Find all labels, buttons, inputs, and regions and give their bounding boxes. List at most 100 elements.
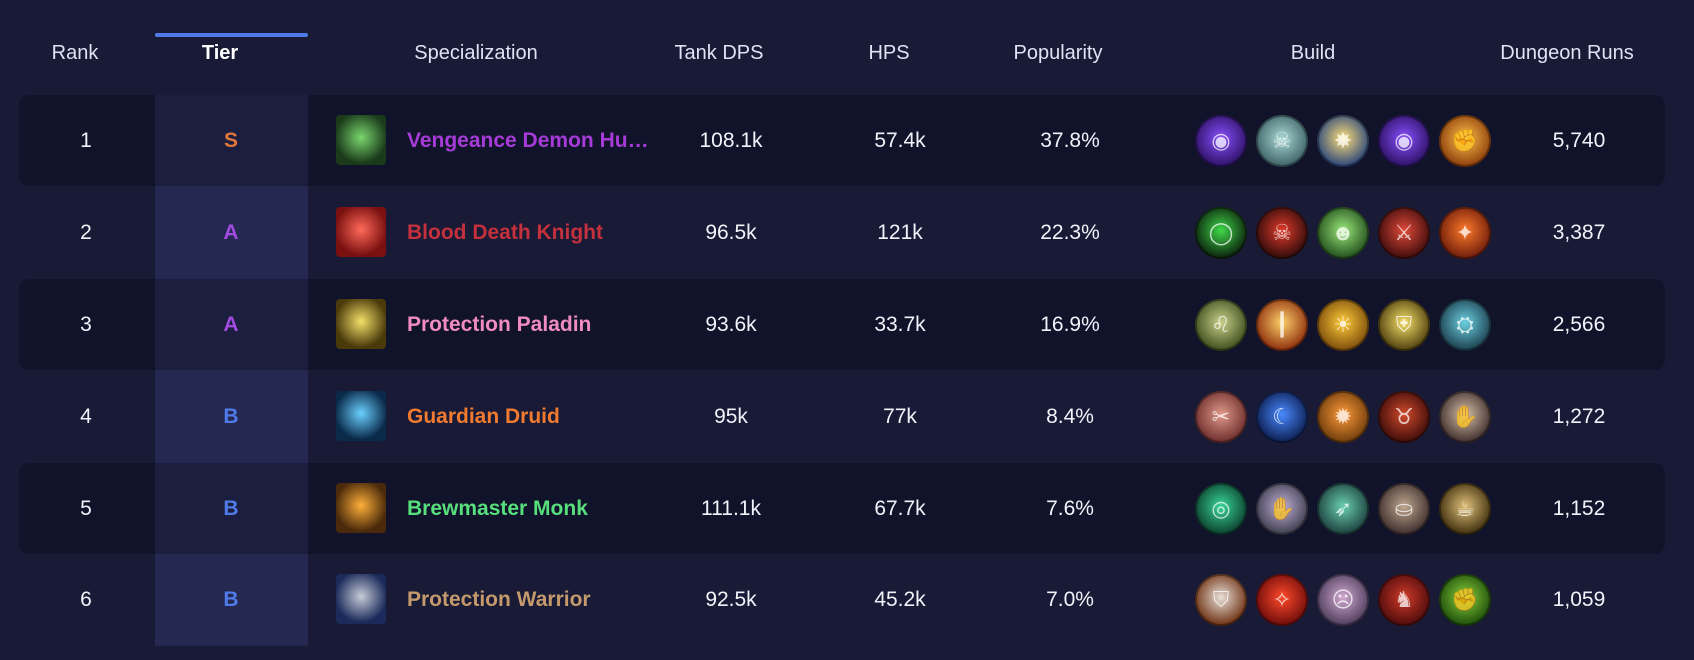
- header-dungeon-runs[interactable]: Dungeon Runs: [1500, 42, 1634, 64]
- skull-glyph-icon: ☠: [1272, 128, 1292, 153]
- bear-glyph-icon: ♉: [1394, 404, 1414, 429]
- vengeance-demon-hunter-icon[interactable]: [336, 115, 386, 165]
- hps-cell: 67.7k: [874, 496, 926, 520]
- spec-name-link[interactable]: Guardian Druid: [407, 404, 560, 428]
- tier-cell: A: [223, 312, 239, 336]
- active-sort-indicator: [155, 33, 308, 37]
- shield-icon[interactable]: ⛉: [1195, 574, 1247, 626]
- fire-fist-icon[interactable]: ✊: [1439, 115, 1491, 167]
- header-specialization[interactable]: Specialization: [414, 42, 538, 64]
- spec-name-link[interactable]: Blood Death Knight: [407, 220, 603, 244]
- jade-kick-icon[interactable]: ➶: [1317, 483, 1369, 535]
- radiance-icon[interactable]: ☀: [1317, 299, 1369, 351]
- tier-cell: A: [223, 220, 239, 244]
- vortex-glyph-icon: ◎: [1211, 496, 1231, 521]
- dungeon-runs-cell: 1,059: [1552, 587, 1606, 611]
- header-popularity[interactable]: Popularity: [1013, 42, 1103, 64]
- keg-icon[interactable]: ⛀: [1378, 483, 1430, 535]
- jade-kick-glyph-icon: ➶: [1333, 496, 1353, 521]
- header-hps[interactable]: HPS: [868, 42, 910, 64]
- popularity-cell: 8.4%: [1046, 404, 1094, 428]
- row-tier-background: [155, 463, 308, 554]
- header-build: Build: [1290, 42, 1336, 64]
- light-burst-icon[interactable]: ✸: [1317, 115, 1369, 167]
- hps-cell: 121k: [877, 220, 923, 244]
- brew-icon[interactable]: ☕: [1439, 483, 1491, 535]
- moonfire-icon[interactable]: ☾: [1256, 391, 1308, 443]
- blood-death-knight-icon[interactable]: [336, 207, 386, 257]
- skull-icon[interactable]: ☠: [1256, 115, 1308, 167]
- popularity-cell: 7.6%: [1046, 496, 1094, 520]
- avatar-glyph-icon: ♞: [1394, 587, 1414, 612]
- claw-icon[interactable]: ✋: [1439, 391, 1491, 443]
- protection-paladin-icon[interactable]: [336, 299, 386, 349]
- table-row[interactable]: 6 B Protection Warrior 92.5k 45.2k 7.0% …: [19, 554, 1665, 645]
- portal-icon[interactable]: ◯: [1195, 207, 1247, 259]
- spec-name-link[interactable]: Brewmaster Monk: [407, 496, 588, 520]
- fire-fist-glyph-icon: ✊: [1451, 128, 1479, 153]
- tank-dps-cell: 96.5k: [705, 220, 757, 244]
- rank-cell: 2: [80, 220, 92, 244]
- table-row[interactable]: 2 A Blood Death Knight 96.5k 121k 22.3% …: [19, 187, 1665, 278]
- protection-warrior-icon[interactable]: [336, 574, 386, 624]
- golden-helm-glyph-icon: ⛨: [1395, 312, 1413, 337]
- golden-helm-icon[interactable]: ⛨: [1378, 299, 1430, 351]
- tier-cell: S: [223, 128, 239, 152]
- tier-cell: B: [223, 496, 239, 520]
- dungeon-runs-cell: 3,387: [1552, 220, 1606, 244]
- flame-claw-icon[interactable]: ✦: [1439, 207, 1491, 259]
- void-orb-glyph-icon: ◉: [1211, 128, 1231, 153]
- header-rank[interactable]: Rank: [51, 42, 99, 64]
- palm-strike-icon[interactable]: ✋: [1256, 483, 1308, 535]
- dungeon-runs-cell: 1,152: [1552, 496, 1606, 520]
- flame-slash-icon[interactable]: ✧: [1256, 574, 1308, 626]
- dungeon-runs-cell: 5,740: [1552, 128, 1606, 152]
- header-tier[interactable]: Tier: [201, 42, 239, 64]
- radiance-glyph-icon: ☀: [1333, 312, 1353, 337]
- blade-icon[interactable]: ⚔: [1378, 207, 1430, 259]
- rank-cell: 5: [80, 496, 92, 520]
- ghoul-icon[interactable]: ☻: [1317, 207, 1369, 259]
- hps-cell: 45.2k: [874, 587, 926, 611]
- green-fist-icon[interactable]: ✊: [1439, 574, 1491, 626]
- dungeon-runs-cell: 1,272: [1552, 404, 1606, 428]
- spec-name-link[interactable]: Protection Warrior: [407, 587, 591, 611]
- spec-name-link[interactable]: Vengeance Demon Hunter: [407, 128, 652, 152]
- demon-skull-icon[interactable]: ☠: [1256, 207, 1308, 259]
- demon-skull-glyph-icon: ☠: [1272, 220, 1292, 245]
- table-row[interactable]: 5 B Brewmaster Monk 111.1k 67.7k 7.6% 1,…: [19, 463, 1665, 554]
- bear-icon[interactable]: ♉: [1378, 391, 1430, 443]
- holy-pillar-icon[interactable]: ┃: [1256, 299, 1308, 351]
- rune-shield-glyph-icon: ⛭: [1456, 312, 1474, 337]
- hps-cell: 57.4k: [874, 128, 926, 152]
- thrash-icon[interactable]: ✹: [1317, 391, 1369, 443]
- tier-cell: B: [223, 404, 239, 428]
- rank-cell: 3: [80, 312, 92, 336]
- portal-glyph-icon: ◯: [1208, 220, 1234, 245]
- lion-icon[interactable]: ♌: [1195, 299, 1247, 351]
- void-orb-glyph-icon: ◉: [1394, 128, 1414, 153]
- guardian-druid-icon[interactable]: [336, 391, 386, 441]
- row-tier-background: [155, 371, 308, 462]
- avatar-icon[interactable]: ♞: [1378, 574, 1430, 626]
- popularity-cell: 37.8%: [1040, 128, 1100, 152]
- flame-slash-glyph-icon: ✧: [1272, 587, 1292, 612]
- tank-dps-cell: 92.5k: [705, 587, 757, 611]
- tank-dps-cell: 93.6k: [705, 312, 757, 336]
- vortex-icon[interactable]: ◎: [1195, 483, 1247, 535]
- table-row[interactable]: 1 S Vengeance Demon Hunter 108.1k 57.4k …: [19, 95, 1665, 186]
- war-cry-icon[interactable]: ☹: [1317, 574, 1369, 626]
- rune-shield-icon[interactable]: ⛭: [1439, 299, 1491, 351]
- void-orb-icon[interactable]: ◉: [1378, 115, 1430, 167]
- table-row[interactable]: 4 B Guardian Druid 95k 77k 8.4% 1,272 ✂ ☾…: [19, 371, 1665, 462]
- hps-cell: 77k: [883, 404, 917, 428]
- brewmaster-monk-icon[interactable]: [336, 483, 386, 533]
- table-row[interactable]: 3 A Protection Paladin 93.6k 33.7k 16.9%…: [19, 279, 1665, 370]
- row-tier-background: [155, 187, 308, 278]
- void-orb-icon[interactable]: ◉: [1195, 115, 1247, 167]
- spec-name-link[interactable]: Protection Paladin: [407, 312, 592, 336]
- rend-icon[interactable]: ✂: [1195, 391, 1247, 443]
- header-tank-dps[interactable]: Tank DPS: [674, 42, 764, 64]
- row-tier-background: [155, 95, 308, 186]
- hps-cell: 33.7k: [874, 312, 926, 336]
